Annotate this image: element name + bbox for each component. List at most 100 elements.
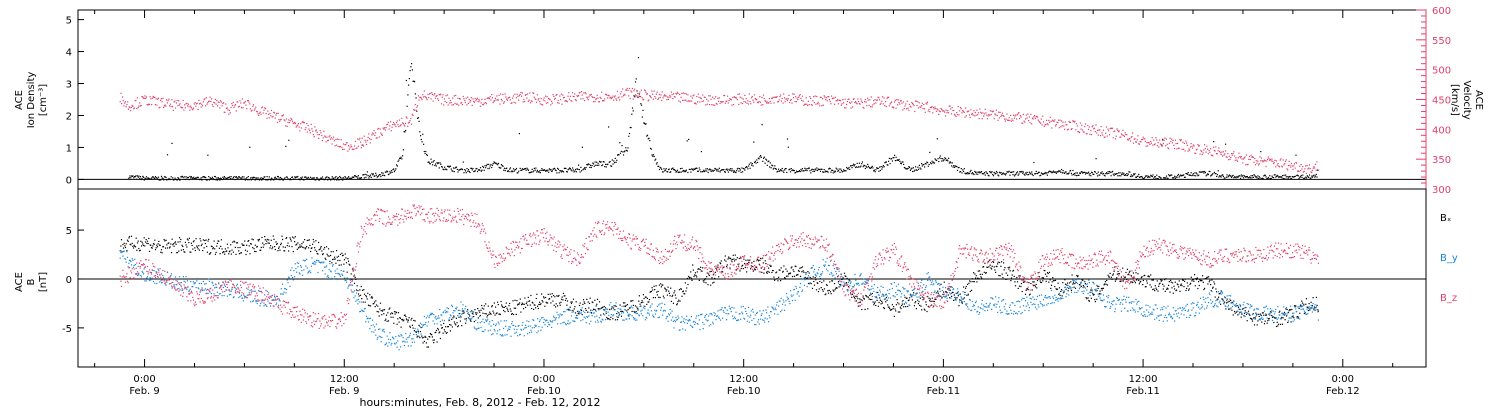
velocity-point <box>1216 153 1218 155</box>
velocity-point <box>588 96 590 98</box>
velocity-point <box>153 96 155 98</box>
bx-point <box>618 312 620 314</box>
bx-point <box>322 253 324 256</box>
bx-point <box>585 309 587 311</box>
bx-point <box>678 299 680 301</box>
velocity-point <box>1115 135 1117 137</box>
velocity-point <box>917 101 919 103</box>
density-point <box>1250 175 1252 177</box>
density-point <box>1040 172 1042 174</box>
velocity-point <box>1027 113 1029 115</box>
density-point <box>1080 171 1082 173</box>
velocity-point <box>506 98 508 100</box>
density-point <box>1121 172 1123 174</box>
density-point <box>1128 171 1130 173</box>
density-point <box>614 157 616 159</box>
density-point <box>496 163 498 165</box>
density-point <box>226 177 228 179</box>
bx-point <box>300 246 302 248</box>
density-point <box>655 158 657 160</box>
density-point <box>852 163 855 165</box>
bx-point <box>528 300 530 302</box>
velocity-point <box>858 101 860 103</box>
density-point <box>136 175 139 177</box>
bx-point <box>1158 283 1160 285</box>
density-point <box>1267 176 1269 179</box>
bx-point <box>526 301 528 303</box>
bx-point <box>328 248 330 250</box>
bx-point <box>405 318 407 320</box>
bx-point <box>1210 284 1212 286</box>
velocity-point <box>399 125 401 127</box>
bx-point <box>228 251 230 253</box>
velocity-point <box>155 98 157 100</box>
density-point <box>781 167 783 170</box>
density-point <box>795 170 798 172</box>
density-point <box>935 159 937 161</box>
density-point <box>1300 174 1302 177</box>
density-point <box>1093 173 1095 175</box>
bx-point <box>776 278 778 280</box>
velocity-point <box>524 101 526 103</box>
density-point <box>363 177 365 179</box>
bx-point <box>284 250 286 252</box>
bx-point <box>961 301 963 303</box>
bx-point <box>227 247 229 249</box>
velocity-point <box>819 96 821 98</box>
density-point <box>672 167 674 169</box>
bx-point <box>308 247 310 249</box>
top-left-tick-label: 0 <box>66 175 72 186</box>
density-point <box>831 169 834 171</box>
density-point <box>1136 175 1138 177</box>
bx-point <box>1112 274 1114 276</box>
velocity-point <box>426 99 428 101</box>
density-point <box>974 170 976 172</box>
density-point <box>1211 174 1213 176</box>
velocity-point <box>557 99 559 102</box>
bx-point <box>1145 286 1147 288</box>
velocity-point <box>1055 125 1057 127</box>
velocity-point <box>201 103 203 105</box>
density-point <box>773 167 775 169</box>
bx-point <box>891 304 893 306</box>
bx-point <box>399 317 402 319</box>
bx-point <box>396 323 398 325</box>
density-point <box>172 179 175 181</box>
velocity-point <box>1081 129 1084 131</box>
density-point <box>613 160 615 162</box>
bx-point <box>1269 311 1272 313</box>
velocity-point <box>188 106 190 108</box>
velocity-point <box>883 97 885 99</box>
density-point <box>1134 173 1136 175</box>
density-point <box>206 179 208 181</box>
bx-point <box>1187 285 1189 287</box>
velocity-point <box>497 99 499 101</box>
velocity-point <box>410 117 412 120</box>
bx-point <box>829 281 831 283</box>
bx-point <box>1232 314 1234 316</box>
velocity-point <box>706 103 708 105</box>
density-point <box>826 170 828 172</box>
velocity-point <box>1153 139 1155 141</box>
bx-point <box>577 312 579 314</box>
velocity-point <box>1041 124 1043 126</box>
bx-point <box>752 270 754 272</box>
bx-point <box>186 246 188 248</box>
bx-point <box>138 247 140 250</box>
velocity-point <box>1121 134 1123 136</box>
bx-point <box>1112 273 1114 275</box>
velocity-point <box>220 100 222 102</box>
bx-point <box>845 275 847 277</box>
bx-point <box>1025 289 1027 291</box>
velocity-point <box>1089 133 1091 135</box>
velocity-point <box>198 99 200 101</box>
density-point <box>1190 172 1192 174</box>
velocity-point <box>232 101 234 103</box>
bx-point <box>1064 283 1067 285</box>
velocity-point <box>980 111 982 113</box>
bx-point <box>187 239 189 241</box>
bx-point <box>1263 314 1265 316</box>
bx-point <box>880 303 882 305</box>
velocity-point <box>381 133 383 135</box>
velocity-point <box>129 107 131 109</box>
